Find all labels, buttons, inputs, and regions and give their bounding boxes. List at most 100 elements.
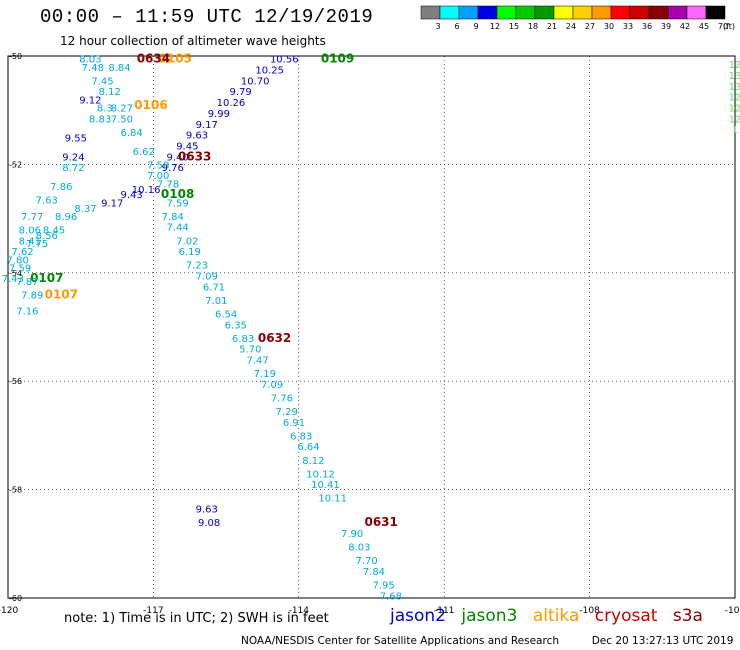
legend-jason2: jason2 [390,606,446,626]
data-label: 0109 [321,52,354,66]
data-label: 7.59 [167,198,189,209]
data-label: 7.09 [261,380,283,391]
data-label: 10.41 [311,480,340,491]
footer-text: NOAA/NESDIS Center for Satellite Applica… [241,635,733,647]
data-label: 7.84 [162,212,184,223]
data-label: 9.17 [101,198,123,209]
data-label: 0105 [159,52,192,66]
data-label: 0108 [161,187,194,201]
x-tick-label: -108 [579,606,600,616]
colorbar-swatch [591,5,612,20]
colorbar-unit: (ft) [723,22,735,31]
data-label: 8.83 [89,114,111,125]
colorbar-label: 36 [642,22,652,31]
y-tick-label: -60 [9,594,22,603]
data-label: 6.83 [290,431,312,442]
colorbar-swatch [553,5,574,20]
data-label: 9.55 [65,133,87,144]
legend-s3a: s3a [672,606,703,626]
data-label: 9.63 [196,505,218,516]
page-title: 00:00 – 11:59 UTC 12/19/2019 [40,6,374,28]
x-tick-label: -120 [0,606,18,616]
data-label: 7.68 [380,591,402,602]
data-label: 8.03 [348,543,370,554]
colorbar-label: 30 [604,22,614,31]
data-label: 7.62 [11,247,33,258]
x-tick-label: -114 [289,606,310,616]
data-label: 7.50 [111,114,133,125]
data-label: 10.11 [318,494,347,505]
data-label: 7.43 [2,274,24,285]
data-label: 9.17 [196,120,218,131]
legend-altika: altika [532,606,580,626]
colorbar-label: 24 [566,22,576,31]
data-label: 0631 [364,515,397,529]
data-label: 0106 [134,98,167,112]
data-label: 7.78 [157,179,179,190]
data-label: 7.80 [7,255,29,266]
data-label: 6.91 [283,418,305,429]
data-label: 8.56 [36,231,58,242]
colorbar-swatch [420,5,441,20]
data-label: 8.72 [62,163,84,174]
y-tick-label: -54 [9,269,22,278]
data-label: 6.35 [225,320,247,331]
data-label: 7.63 [36,196,58,207]
data-label: 7.58 [147,160,169,171]
data-label: 10.12 [306,469,335,480]
colorbar-label: 12 [490,22,500,31]
legend-jason3: jason3 [461,606,518,626]
data-label: 8.12 [302,456,324,467]
data-label: 9.43 [120,190,142,201]
x-tick-label: -117 [143,606,163,616]
data-label: 7.48 [82,63,104,74]
colorbar-label: 45 [699,22,709,31]
colorbar-label: 39 [661,22,671,31]
colorbar-swatch [496,5,517,20]
y-tick-label: -58 [9,486,22,495]
data-label: 8.06 [19,225,41,236]
colorbar-swatch [667,5,688,20]
data-label: 12 [729,60,740,71]
data-label: 0107 [30,271,63,285]
data-label: 7.45 [91,76,113,87]
data-label: 10.25 [255,66,284,77]
x-tick-label: -105 [725,606,740,616]
data-label: 7.23 [186,261,208,272]
colorbar-label: 27 [585,22,595,31]
data-label: 7.01 [205,296,227,307]
data-label: 10.70 [241,76,270,87]
colorbar-label: 6 [454,22,459,31]
data-label: 8.3 [97,103,113,114]
colorbar-swatch [572,5,593,20]
colorbar-label: 42 [680,22,690,31]
data-label: 7.59 [9,263,31,274]
data-label: 6.19 [179,247,201,258]
data-label: 7.47 [246,356,268,367]
data-label: 8.96 [55,212,77,223]
x-tick-label: -111 [434,606,454,616]
data-label: 6.84 [120,128,142,139]
data-label: 7.00 [147,171,169,182]
data-label: 7.75 [26,239,48,250]
data-label: 7.89 [21,290,43,301]
data-label: 7.86 [50,182,72,193]
data-label: 0632 [258,331,291,345]
data-label: 7.02 [176,236,198,247]
colorbar-swatch [477,5,498,20]
data-label: 9.40 [167,152,189,163]
data-label: 7.29 [276,407,298,418]
data-label: 1 [732,125,738,136]
data-label: 7.84 [363,567,385,578]
data-label: 7.16 [16,307,38,318]
page-subtitle: 12 hour collection of altimeter wave hei… [60,34,326,48]
data-label: 9.08 [198,518,220,529]
colorbar-swatch [515,5,536,20]
colorbar-label: 15 [509,22,519,31]
data-label: 9.63 [186,131,208,142]
plot-frame [7,55,736,599]
data-label: 7.44 [167,223,189,234]
colorbar-label: 18 [528,22,538,31]
data-label: 8.27 [111,103,133,114]
colorbar-swatch [610,5,631,20]
